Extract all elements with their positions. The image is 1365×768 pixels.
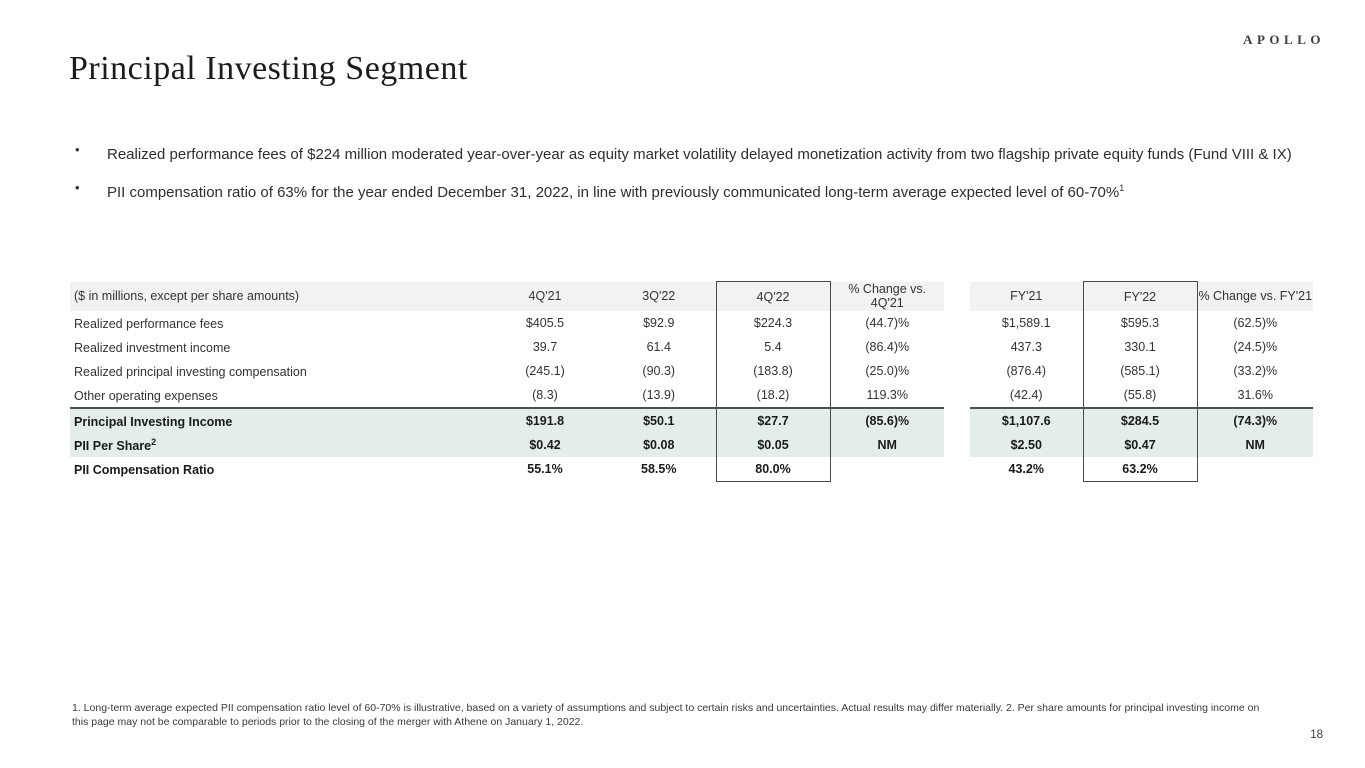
page-title: Principal Investing Segment (69, 50, 468, 87)
table-cell: (18.2) (715, 383, 831, 408)
table-row-highlight: PII Per Share2 $0.42 $0.08 $0.05 NM $2.5… (70, 433, 1313, 457)
table-cell: 31.6% (1237, 388, 1273, 402)
column-header: % Change vs. FY'21 (1197, 281, 1313, 311)
bullet-marker: • (75, 180, 80, 195)
bullet-marker: • (75, 142, 80, 157)
table-cell: (245.1) (525, 364, 565, 378)
column-header: ($ in millions, except per share amounts… (70, 281, 488, 311)
row-label: PII Per Share2 (70, 433, 488, 457)
row-label: Other operating expenses (74, 389, 218, 404)
footnote: 1. Long-term average expected PII compen… (72, 702, 1260, 728)
bullet-text: Realized performance fees of $224 millio… (107, 146, 1292, 163)
table-cell: $191.8 (488, 407, 602, 433)
bullet-text: PII compensation ratio of 63% for the ye… (107, 183, 1125, 201)
column-header: FY'21 (970, 281, 1083, 311)
table-cell: $0.42 (488, 433, 602, 457)
table-cell (830, 457, 944, 482)
table-cell: $0.08 (602, 433, 716, 457)
table-cell: (62.5)% (1233, 316, 1278, 330)
table-cell: (55.8) (1082, 383, 1198, 408)
table-cell: 63.2% (1082, 457, 1198, 482)
table-cell: 437.3 (1010, 340, 1042, 354)
column-header: 3Q'22 (602, 281, 716, 311)
table-cell: (585.1) (1082, 359, 1198, 383)
table-cell: 61.4 (646, 340, 671, 354)
table-cell: $0.05 (715, 433, 831, 457)
row-label: Realized performance fees (74, 317, 224, 332)
table-cell: $405.5 (525, 316, 565, 330)
table-row: Other operating expenses (8.3) (13.9) (1… (70, 383, 1313, 408)
column-gap (944, 311, 970, 335)
table-cell: (85.6)% (830, 407, 944, 433)
table-cell: $2.50 (970, 433, 1083, 457)
table-cell: (876.4) (1006, 364, 1047, 378)
table-cell: 55.1% (527, 462, 563, 477)
table-cell: $1,589.1 (1001, 316, 1051, 330)
column-header: 4Q'22 (715, 281, 831, 311)
table-cell: NM (830, 433, 944, 457)
column-gap (944, 433, 970, 457)
row-label: Realized investment income (74, 341, 231, 356)
table-cell (1197, 457, 1313, 482)
table-header-row: ($ in millions, except per share amounts… (70, 281, 1313, 311)
bullet-list: • Realized performance fees of $224 mill… (75, 140, 1293, 216)
footnote-ref: 1 (1119, 183, 1125, 193)
table-cell: (183.8) (715, 359, 831, 383)
table-cell: (90.3) (642, 364, 676, 378)
table-cell: 330.1 (1082, 335, 1198, 359)
table-cell: $27.7 (715, 407, 831, 433)
table-row: Realized principal investing compensatio… (70, 359, 1313, 383)
table-row: Realized investment income 39.7 61.4 5.4… (70, 335, 1313, 359)
financials-table: ($ in millions, except per share amounts… (70, 281, 1313, 482)
row-label: Realized principal investing compensatio… (74, 365, 307, 380)
column-gap (944, 335, 970, 359)
apollo-logo: APOLLO (1243, 32, 1325, 47)
table-cell: 43.2% (1008, 462, 1044, 477)
table-cell: 58.5% (641, 462, 677, 477)
table-cell: $224.3 (715, 311, 831, 335)
column-gap (944, 359, 970, 383)
table-cell: (42.4) (1009, 388, 1043, 402)
table-cell: $92.9 (643, 316, 675, 330)
table-row-highlight: Principal Investing Income $191.8 $50.1 … (70, 407, 1313, 433)
column-gap (944, 457, 970, 482)
table-cell: NM (1197, 433, 1313, 457)
column-header: % Change vs. 4Q'21 (830, 281, 944, 311)
table-cell: (25.0)% (865, 364, 910, 378)
table-cell: $595.3 (1082, 311, 1198, 335)
table-cell: 119.3% (866, 388, 908, 402)
row-label: Principal Investing Income (70, 407, 488, 433)
bullet-item: • PII compensation ratio of 63% for the … (75, 178, 1293, 203)
table-cell: 80.0% (715, 457, 831, 482)
table-cell: (74.3)% (1197, 407, 1313, 433)
table-row: Realized performance fees $405.5 $92.9 $… (70, 311, 1313, 335)
table-cell: 5.4 (715, 335, 831, 359)
row-label: PII Compensation Ratio (74, 463, 215, 478)
bullet-item: • Realized performance fees of $224 mill… (75, 140, 1293, 165)
column-header: 4Q'21 (488, 281, 602, 311)
table-cell: (24.5)% (1233, 340, 1278, 354)
table-cell: (13.9) (642, 388, 676, 402)
page-number: 18 (1310, 729, 1323, 741)
footnote-ref: 2 (151, 436, 157, 447)
table-row: PII Compensation Ratio 55.1% 58.5% 80.0%… (70, 457, 1313, 482)
table-cell: $50.1 (602, 407, 716, 433)
table-cell: (33.2)% (1233, 364, 1278, 378)
table-cell: $1,107.6 (970, 407, 1083, 433)
table-cell: 39.7 (532, 340, 558, 354)
table-cell: $284.5 (1082, 407, 1198, 433)
table-cell: (8.3) (532, 388, 558, 402)
column-header: FY'22 (1082, 281, 1198, 311)
column-gap (944, 281, 970, 311)
column-gap (944, 383, 970, 408)
column-gap (944, 408, 970, 433)
table-cell: (44.7)% (865, 316, 910, 330)
table-cell: $0.47 (1082, 433, 1198, 457)
table-cell: (86.4)% (865, 340, 910, 354)
